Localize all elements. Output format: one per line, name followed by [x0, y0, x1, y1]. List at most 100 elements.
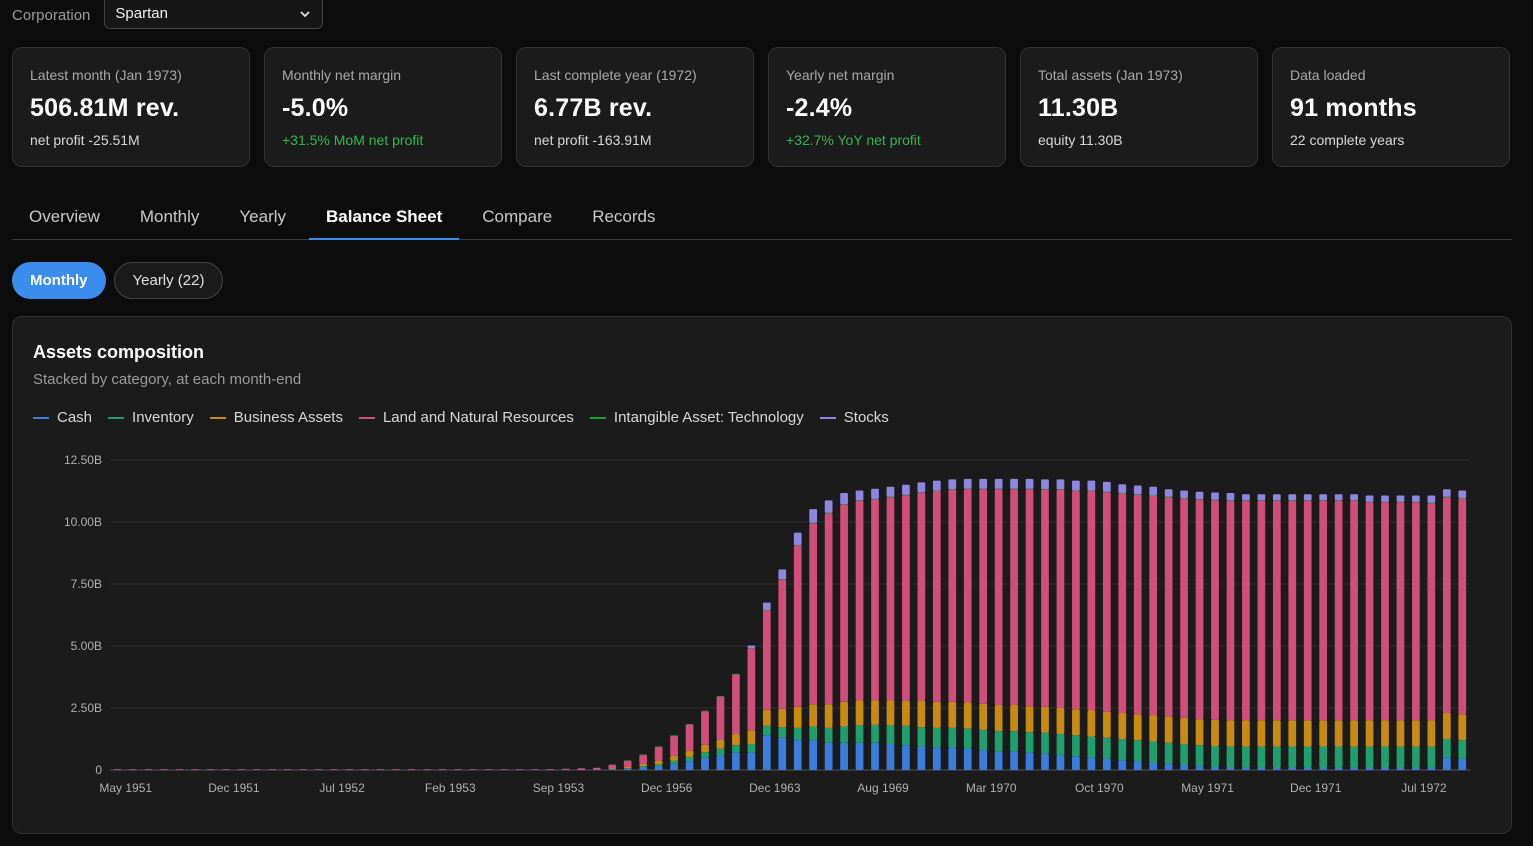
bar-segment-intangible-asset-technology	[840, 504, 848, 505]
bar-segment-intangible-asset-technology	[639, 754, 648, 756]
bar-segment-inventory	[871, 724, 879, 743]
bar-segment-cash	[701, 757, 709, 770]
legend-item-cash[interactable]: Cash	[33, 409, 92, 426]
bar-segment-intangible-asset-technology	[1056, 489, 1065, 490]
bar-segment-intangible-asset-technology	[608, 764, 617, 766]
bar-segment-land-and-natural-resources	[1087, 491, 1096, 711]
bar-segment-land-and-natural-resources	[361, 769, 369, 770]
bar-segment-cash	[1350, 767, 1358, 770]
bar-segment-land-and-natural-resources	[994, 489, 1003, 706]
bar-segment-land-and-natural-resources	[407, 769, 416, 770]
x-tick-label: Dec 1963	[749, 781, 801, 795]
bar-segment-cash	[948, 747, 957, 770]
bar-segment-intangible-asset-technology	[886, 496, 895, 498]
bar-segment-stocks	[1041, 479, 1049, 490]
bar-segment-stocks	[1149, 486, 1158, 496]
bar-segment-stocks	[1118, 484, 1127, 493]
bar-segment-business-assets	[1257, 720, 1266, 747]
chart-title: Assets composition	[33, 342, 205, 362]
assets-composition-card: Assets composition Stacked by category, …	[12, 316, 1512, 834]
corporation-select[interactable]: Spartan	[104, 0, 324, 29]
monthly-toggle-button[interactable]: Monthly	[12, 262, 106, 299]
bar-segment-intangible-asset-technology	[1195, 499, 1204, 500]
y-tick-label: 0	[95, 763, 102, 777]
legend-item-land-and-natural-resources[interactable]: Land and Natural Resources	[358, 409, 574, 426]
bar-segment-stocks	[1257, 494, 1266, 501]
bar-segment-business-assets	[979, 703, 988, 730]
bar-segment-land-and-natural-resources	[191, 769, 199, 770]
tab-monthly[interactable]: Monthly	[139, 207, 200, 226]
bar-segment-intangible-asset-technology	[1118, 492, 1127, 494]
tab-yearly[interactable]: Yearly	[239, 207, 287, 226]
bar-segment-land-and-natural-resources	[1257, 500, 1266, 721]
bar-segment-intangible-asset-technology	[716, 695, 725, 697]
tab-overview[interactable]: Overview	[29, 207, 100, 226]
bar-segment-business-assets	[1334, 720, 1343, 747]
bar-segment-land-and-natural-resources	[902, 495, 910, 702]
bar-segment-land-and-natural-resources	[422, 769, 431, 770]
bar-segment-inventory	[1164, 742, 1173, 764]
kpi-subtext: equity 11.30B	[1038, 132, 1123, 148]
bar-segment-inventory	[948, 727, 957, 748]
chart-legend: Cash Inventory Business Assets Land and Nat…	[33, 409, 889, 426]
bar-segment-land-and-natural-resources	[871, 499, 879, 701]
yearly-toggle-button[interactable]: Yearly (22)	[113, 262, 224, 299]
legend-swatch	[209, 416, 226, 419]
kpi-label: Last complete year (1972)	[534, 67, 697, 83]
bar-segment-land-and-natural-resources	[237, 769, 246, 770]
bar-segment-land-and-natural-resources	[531, 769, 539, 770]
tab-balance-sheet[interactable]: Balance Sheet	[309, 194, 460, 240]
bar-segment-inventory	[932, 727, 941, 748]
legend-item-business-assets[interactable]: Business Assets	[209, 409, 343, 426]
bar-segment-business-assets	[1288, 720, 1297, 747]
bar-segment-cash	[1365, 767, 1374, 770]
bar-segment-land-and-natural-resources	[113, 769, 122, 770]
legend-item-intangible-asset-technology[interactable]: Intangible Asset: Technology	[589, 409, 804, 426]
x-tick-label: Jul 1952	[319, 781, 365, 795]
bar-segment-stocks	[1195, 491, 1204, 500]
bar-segment-land-and-natural-resources	[1226, 500, 1235, 721]
bar-segment-land-and-natural-resources	[1211, 500, 1219, 720]
bar-segment-cash	[762, 735, 771, 770]
bar-segment-cash	[793, 740, 802, 770]
bar-segment-stocks	[1180, 490, 1188, 498]
x-tick-label: Aug 1969	[857, 781, 909, 795]
bar-segment-cash	[886, 743, 895, 770]
bar-segment-land-and-natural-resources	[268, 769, 277, 770]
tab-records[interactable]: Records	[592, 207, 656, 226]
bar-segment-inventory	[623, 768, 632, 769]
bar-segment-intangible-asset-technology	[917, 492, 926, 493]
kpi-value: 6.77B rev.	[534, 94, 653, 122]
bar-segment-stocks	[762, 602, 771, 611]
bar-segment-intangible-asset-technology	[979, 488, 988, 490]
kpi-label: Monthly net margin	[282, 67, 402, 83]
bar-segment-business-assets	[1272, 720, 1281, 747]
bar-segment-stocks	[1025, 478, 1034, 489]
bar-segment-stocks	[1056, 479, 1065, 490]
bar-segment-intangible-asset-technology	[1319, 500, 1328, 501]
bar-segment-land-and-natural-resources	[1010, 489, 1018, 706]
bar-segment-intangible-asset-technology	[1334, 500, 1343, 501]
bar-segment-inventory	[1102, 737, 1111, 759]
bar-segment-land-and-natural-resources	[762, 610, 771, 710]
bar-segment-cash	[932, 747, 941, 770]
bar-segment-inventory	[963, 728, 972, 749]
bar-segment-business-assets	[917, 701, 926, 728]
bar-segment-business-assets	[824, 704, 833, 728]
bar-segment-business-assets	[1458, 714, 1467, 741]
legend-item-stocks[interactable]: Stocks	[819, 409, 889, 426]
bar-segment-stocks	[1102, 481, 1111, 492]
x-tick-label: Dec 1951	[208, 781, 260, 795]
kpi-value: -5.0%	[282, 94, 349, 122]
bar-segment-cash	[1149, 762, 1158, 770]
tab-compare[interactable]: Compare	[482, 207, 553, 226]
bar-segment-land-and-natural-resources	[283, 769, 292, 770]
bar-segment-land-and-natural-resources	[484, 769, 493, 770]
x-tick-label: Feb 1953	[425, 781, 476, 795]
legend-swatch	[589, 416, 606, 419]
bar-segment-intangible-asset-technology	[1025, 488, 1034, 490]
bar-segment-business-assets	[1164, 716, 1173, 743]
bar-segment-land-and-natural-resources	[1164, 497, 1173, 717]
legend-item-inventory[interactable]: Inventory	[108, 409, 194, 426]
bar-segment-cash	[1458, 758, 1467, 770]
